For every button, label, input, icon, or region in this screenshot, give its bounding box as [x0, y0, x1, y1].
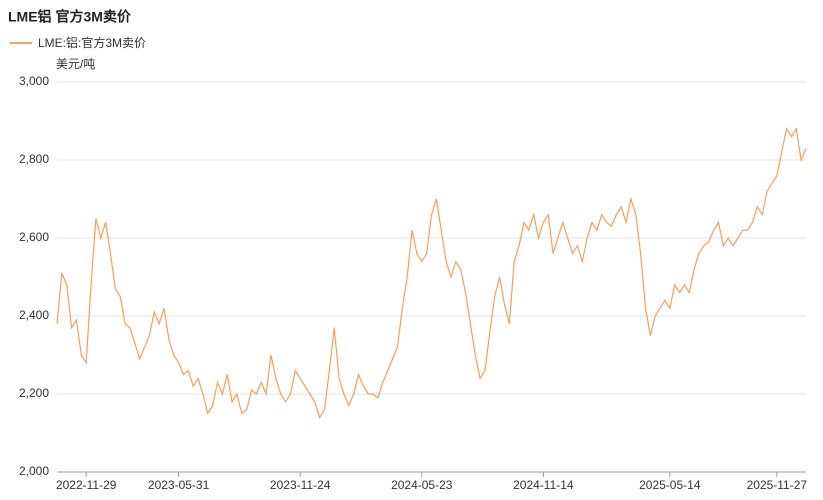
x-tick-label: 2025-11-27 — [747, 478, 808, 492]
y-tick-label: 2,600 — [19, 230, 49, 244]
y-tick-label: 2,400 — [19, 308, 49, 322]
x-tick-label: 2022-11-29 — [56, 478, 117, 492]
x-tick-label: 2024-05-23 — [391, 478, 453, 492]
y-tick-label: 2,200 — [19, 386, 49, 400]
x-tick-label: 2023-11-24 — [270, 478, 331, 492]
series-line — [56, 127, 807, 419]
y-tick-label: 3,000 — [19, 74, 49, 88]
x-tick-label: 2023-05-31 — [148, 478, 210, 492]
legend-label: LME:铝:官方3M卖价 — [38, 35, 146, 50]
chart-title: LME铝 官方3M卖价 — [8, 9, 132, 25]
y-tick-label: 2,000 — [19, 464, 49, 478]
x-tick-label: 2025-05-14 — [639, 478, 701, 492]
x-tick-label: 2024-11-14 — [513, 478, 574, 492]
y-axis-label: 美元/吨 — [56, 57, 95, 71]
y-tick-label: 2,800 — [19, 152, 49, 166]
